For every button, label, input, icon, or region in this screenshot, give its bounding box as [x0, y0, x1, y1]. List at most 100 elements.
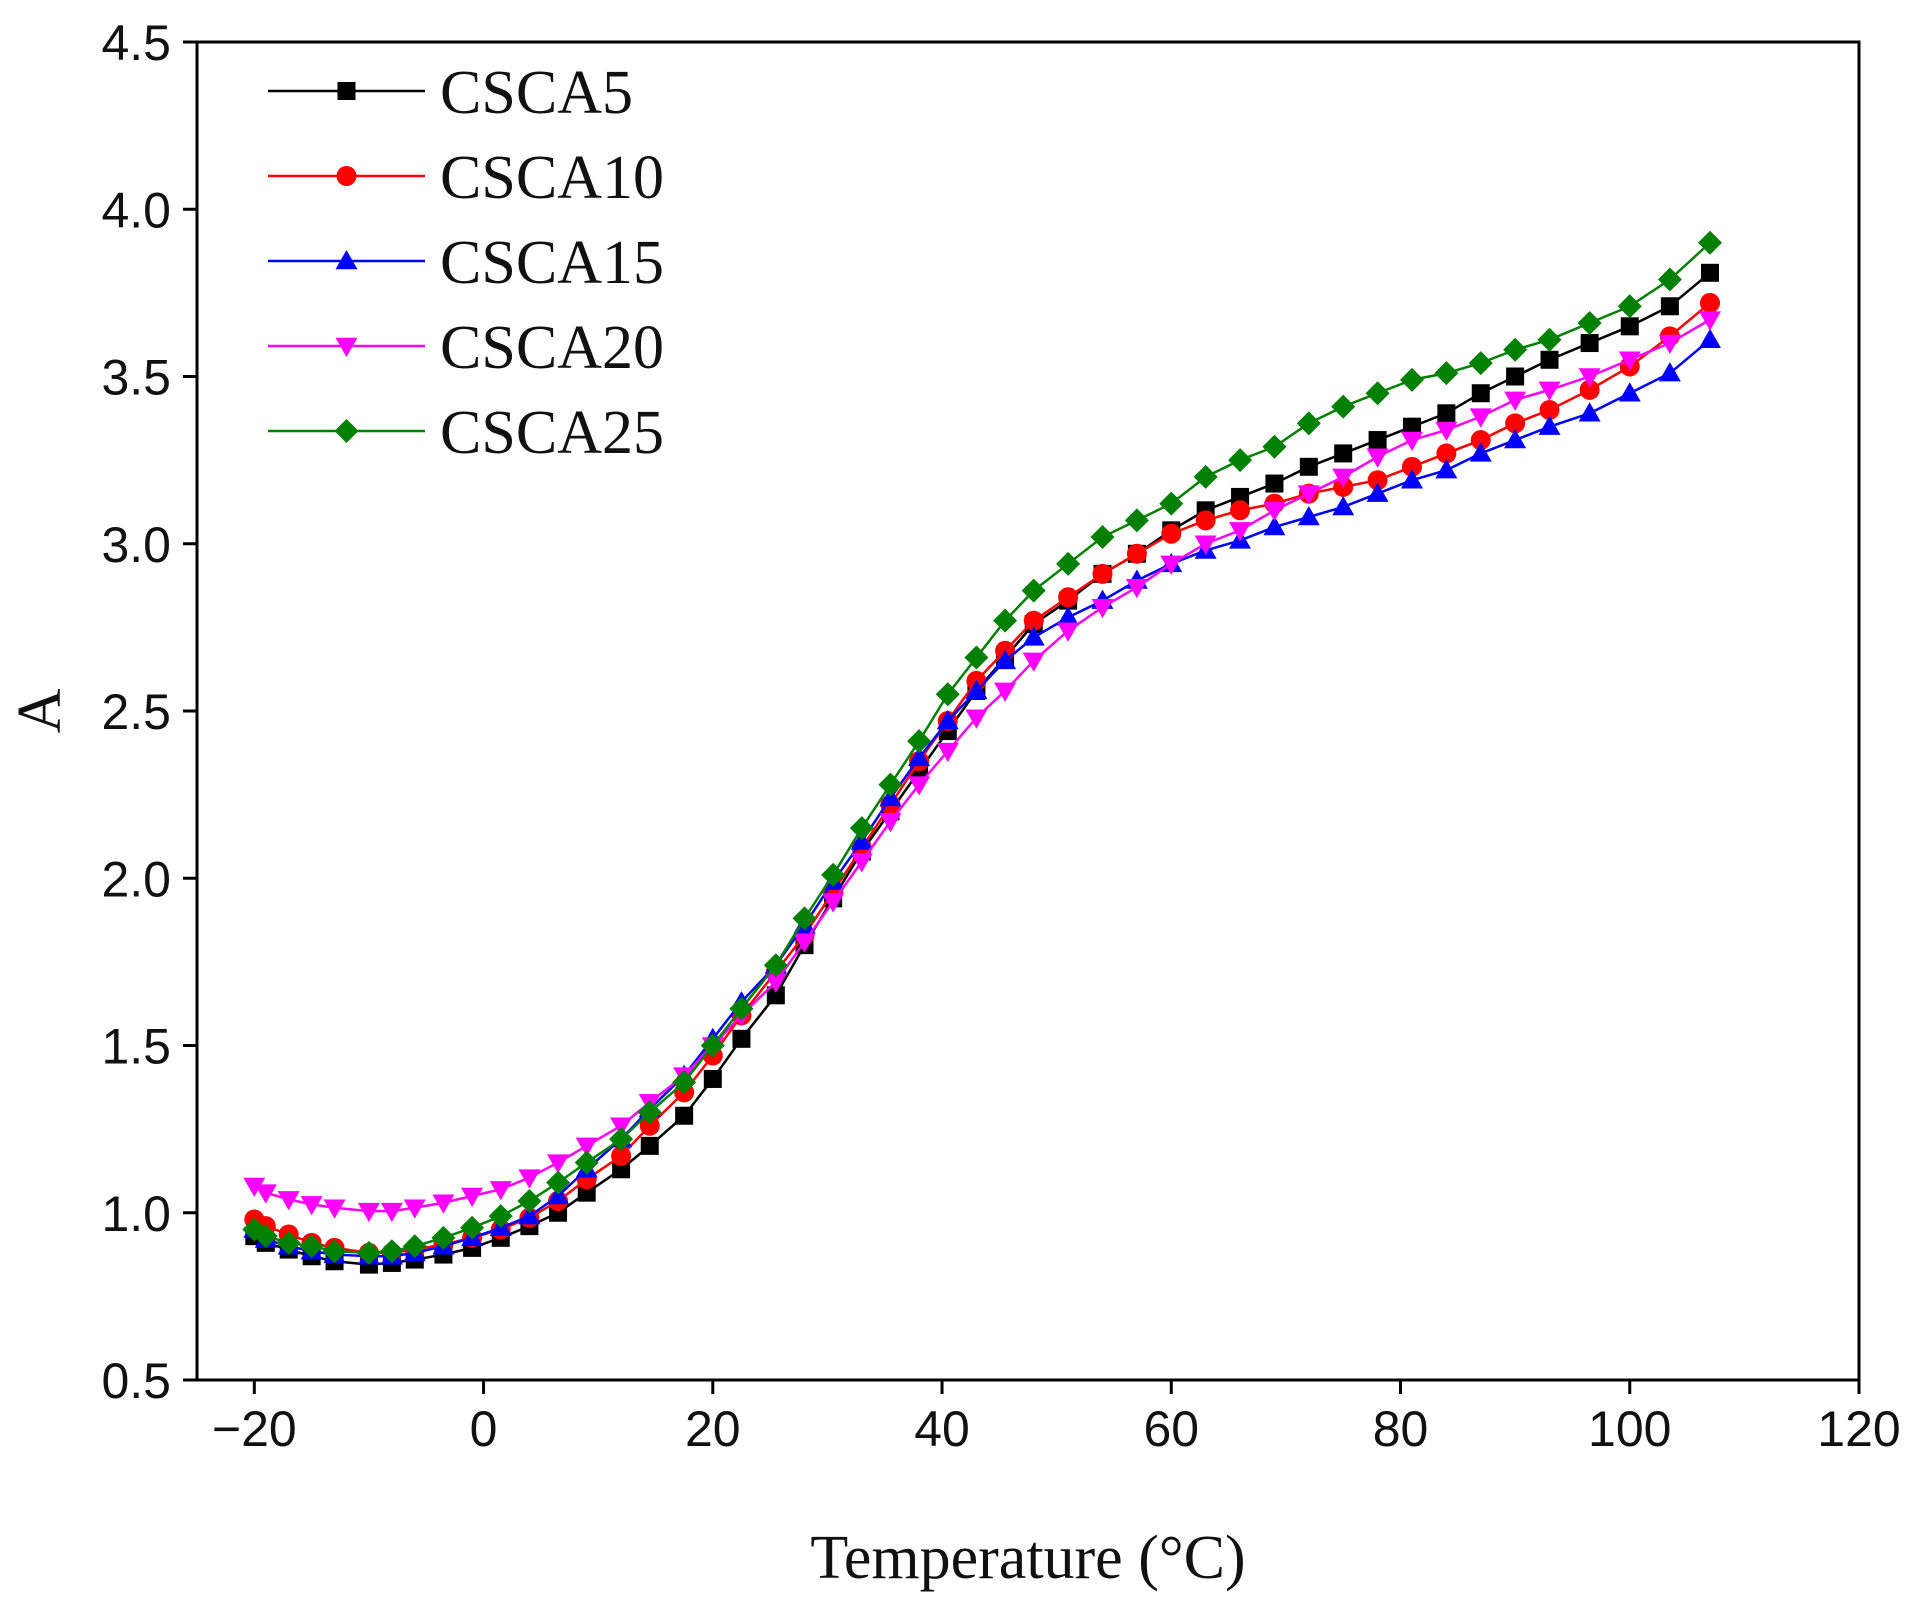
data-point-csca15: [879, 786, 902, 807]
data-point-csca10: [1126, 543, 1147, 564]
data-point-csca25: [1331, 394, 1356, 419]
data-point-csca10: [1539, 399, 1560, 420]
data-point-csca10: [1579, 379, 1600, 400]
data-point-csca25: [729, 996, 754, 1021]
data-point-csca25: [402, 1234, 427, 1259]
data-point-csca10: [1058, 587, 1079, 608]
data-point-csca25: [1434, 361, 1459, 386]
data-point-csca5: [766, 986, 785, 1005]
data-point-csca25: [1697, 230, 1722, 255]
data-point-csca10: [1436, 443, 1457, 464]
x-tick-label: 0: [470, 1401, 498, 1457]
legend-label: CSCA10: [440, 144, 664, 212]
data-point-csca20: [610, 1117, 633, 1137]
y-tick-label: 4.5: [101, 15, 171, 71]
data-point-csca15: [1618, 382, 1641, 402]
data-point-csca20: [1366, 448, 1389, 468]
data-point-csca15: [1578, 402, 1601, 422]
data-point-csca25: [1090, 525, 1115, 550]
data-point-csca25: [1503, 337, 1528, 362]
data-point-csca25: [460, 1215, 485, 1240]
data-point-csca10: [1195, 510, 1216, 531]
data-point-csca20: [1698, 311, 1721, 331]
x-tick-label: 60: [1143, 1401, 1199, 1457]
x-tick-label: 40: [914, 1401, 970, 1457]
data-point-csca20: [1229, 522, 1252, 542]
data-point-csca20: [254, 1184, 277, 1204]
data-point-csca15: [1538, 415, 1561, 435]
y-tick-label: 4.0: [101, 182, 171, 238]
data-point-csca25: [993, 608, 1018, 633]
data-point-csca25: [574, 1150, 599, 1175]
data-point-csca5: [675, 1106, 694, 1125]
data-point-csca5: [1660, 297, 1679, 316]
data-point-csca15: [518, 1205, 541, 1225]
data-point-csca10: [1230, 500, 1251, 521]
data-point-csca5: [1437, 404, 1456, 423]
data-point-csca5: [1402, 417, 1421, 436]
legend-label: CSCA25: [440, 399, 664, 467]
data-point-csca25: [849, 816, 874, 841]
data-point-csca15: [1504, 429, 1527, 449]
data-point-csca20: [1618, 351, 1641, 371]
data-point-csca25: [276, 1230, 301, 1255]
data-point-csca20: [1578, 368, 1601, 388]
data-point-csca25: [1399, 367, 1424, 392]
data-point-csca25: [253, 1224, 278, 1249]
data-point-csca25: [907, 729, 932, 754]
data-point-csca20: [850, 853, 873, 873]
data-point-csca20: [357, 1202, 380, 1223]
data-point-csca5: [1368, 431, 1387, 450]
data-point-csca20: [1297, 485, 1320, 505]
series-layer: [242, 230, 1722, 1274]
data-point-csca25: [1193, 464, 1218, 489]
data-point-csca25: [379, 1239, 404, 1264]
data-point-csca5: [732, 1029, 751, 1048]
data-point-csca20: [1263, 502, 1286, 522]
legend-label: CSCA20: [440, 314, 664, 382]
legend-marker: [334, 419, 359, 443]
series-csca20: [243, 311, 1721, 1223]
data-point-csca10: [611, 1145, 632, 1166]
data-point-csca25: [322, 1239, 347, 1264]
data-point-csca5: [1471, 384, 1490, 403]
data-point-csca20: [432, 1194, 455, 1214]
data-point-csca25: [821, 862, 846, 887]
data-point-csca15: [1435, 459, 1458, 479]
data-point-csca25: [700, 1033, 725, 1058]
x-tick-label: −20: [212, 1401, 297, 1457]
legend-marker: [337, 82, 356, 100]
data-point-csca20: [879, 813, 902, 833]
data-point-csca25: [1021, 578, 1046, 603]
data-point-csca15: [1022, 626, 1045, 646]
data-point-csca25: [1296, 411, 1321, 436]
data-point-csca20: [793, 933, 816, 953]
data-point-csca25: [1657, 267, 1682, 292]
data-point-csca25: [1056, 551, 1081, 576]
data-point-csca25: [1617, 294, 1642, 319]
data-point-csca20: [403, 1199, 426, 1219]
data-point-csca25: [672, 1070, 697, 1095]
data-point-csca15: [965, 679, 988, 700]
data-point-csca20: [1538, 381, 1561, 401]
data-point-csca10: [1470, 430, 1491, 451]
data-point-csca20: [1194, 535, 1217, 555]
data-point-csca5: [1506, 367, 1525, 386]
data-point-csca5: [703, 1069, 722, 1088]
data-point-csca25: [609, 1127, 634, 1152]
data-point-csca15: [1263, 516, 1286, 536]
data-point-csca20: [461, 1187, 484, 1208]
data-point-csca20: [300, 1196, 323, 1216]
data-point-csca20: [1091, 599, 1114, 619]
data-point-csca25: [763, 953, 788, 978]
data-point-csca25: [1577, 310, 1602, 335]
legend-item-csca15: CSCA15: [268, 229, 664, 297]
data-point-csca25: [1159, 491, 1184, 516]
legend: CSCA5 CSCA10 CSCA15 CSCA20 CSCA25: [268, 59, 664, 467]
data-point-csca5: [1265, 474, 1284, 493]
y-tick-label: 2.0: [101, 851, 171, 907]
data-point-csca15: [936, 710, 959, 730]
